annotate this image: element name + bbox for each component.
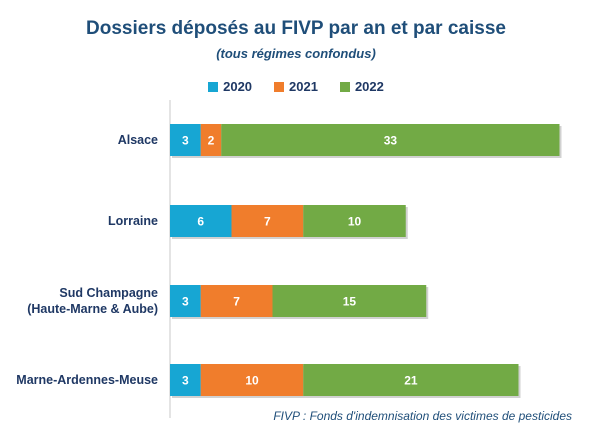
legend-item-2022: 2022 (339, 79, 384, 94)
data-label: 3 (182, 134, 189, 148)
bar-segment-2022 (303, 364, 519, 396)
bar-segment-2021 (200, 364, 304, 396)
chart-legend: 2020 2021 2022 (0, 79, 592, 94)
bar-segment-2021 (200, 124, 222, 156)
data-label: 2 (208, 134, 215, 148)
bar-segment-2022 (272, 285, 427, 317)
data-label: 15 (343, 295, 357, 309)
data-label: 6 (197, 215, 204, 229)
bar-segment-2021 (231, 205, 304, 237)
legend-label-2020: 2020 (223, 79, 253, 94)
data-label: 10 (245, 374, 259, 388)
legend-item-2021: 2021 (274, 79, 318, 94)
data-label: 3 (182, 295, 189, 309)
bar-segment-2020 (170, 364, 201, 396)
bar-segment-2020 (170, 205, 232, 237)
legend-swatch-2022 (339, 81, 350, 92)
legend-item-2020: 2020 (208, 79, 252, 94)
data-label: 33 (384, 134, 398, 148)
legend-label-2021: 2021 (289, 79, 318, 94)
legend-swatch-2020 (208, 81, 219, 92)
data-label: 10 (348, 215, 362, 229)
data-label: 3 (182, 374, 189, 388)
category-label: (Haute-Marne & Aube) (27, 302, 158, 316)
bar-segment-2020 (170, 124, 201, 156)
data-label: 7 (233, 295, 240, 309)
category-label: Alsace (118, 133, 158, 147)
category-label: Lorraine (108, 214, 158, 228)
category-label: Sud Champagne (59, 286, 158, 300)
category-label: Marne-Ardennes-Meuse (16, 373, 158, 387)
footnote: FIVP : Fonds d'indemnisation des victime… (273, 409, 572, 423)
bar-segment-2021 (200, 285, 273, 317)
legend-swatch-2021 (274, 81, 285, 92)
bar-segment-2022 (221, 124, 560, 156)
legend-label-2022: 2022 (354, 79, 384, 94)
data-label: 7 (264, 215, 271, 229)
bar-segment-2020 (170, 285, 201, 317)
chart-subtitle: (tous régimes confondus) (216, 46, 376, 61)
chart-title: Dossiers déposés au FIVP par an et par c… (86, 18, 506, 39)
bar-segment-2022 (303, 205, 406, 237)
data-label: 21 (404, 374, 418, 388)
